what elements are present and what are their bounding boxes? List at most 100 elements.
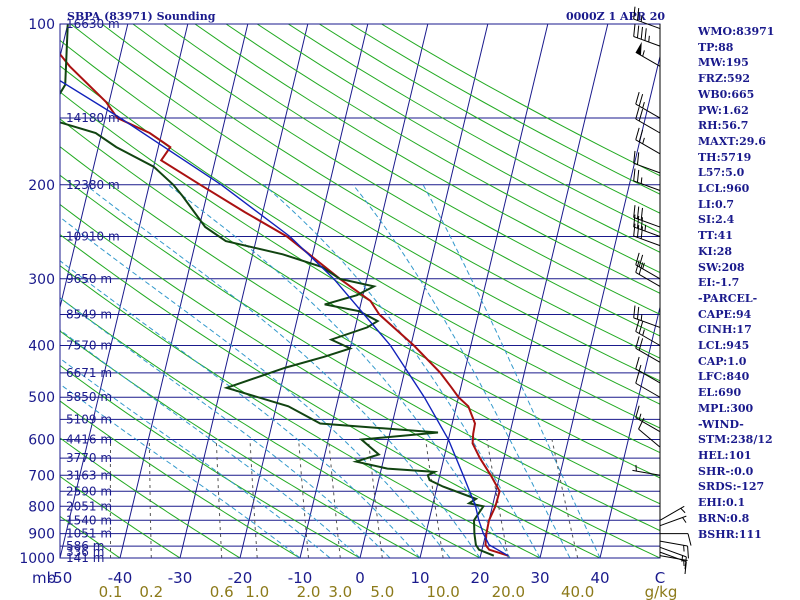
wind-barb-half-flag [642,329,645,336]
temperature-tick-label: -50 [48,569,73,587]
wind-barb [632,464,661,476]
dry-adiabat-line [163,24,660,315]
index-item: SI:2.4 [698,213,735,227]
pressure-tick-label: 1000 [19,551,55,567]
wind-barb [635,106,661,134]
wind-barb-flag [636,306,640,320]
wind-barb-half-flag [642,137,645,144]
dry-adiabat-line [60,400,301,558]
isotherm-line [419,24,549,558]
wind-barb-flag [638,129,644,142]
wind-barb-staff [635,417,661,433]
wind-barb-flag [638,417,645,430]
temperature-tick-label: 10 [410,569,429,587]
wind-barb-half-flag [642,101,645,109]
height-label: 9650 m [66,272,112,286]
wind-barb [635,92,661,119]
index-item: SHR-:0.0 [698,464,754,478]
wind-barb-staff [635,139,661,155]
dry-adiabat-line [60,174,660,532]
isotherm-line [60,24,129,310]
mixing-ratio-line [486,439,509,558]
mixing-ratio-line [148,439,152,558]
pressure-axis-unit: mb [32,569,56,587]
mixing-ratio-label: 40.0 [561,583,594,600]
wind-barb-staff [659,546,687,558]
moist-adiabat-line [85,184,481,558]
wind-barb-staff [635,264,661,280]
wind-barb-flag [638,321,644,334]
dry-adiabat-line [60,515,121,558]
index-item: EL:690 [698,386,742,400]
wind-barb-flag [635,356,640,370]
wind-barb-flag [636,225,640,238]
pressure-tick-label: 400 [28,339,55,355]
wind-barb-staff [659,505,685,521]
wind-barb [633,168,661,191]
wind-barb-flag [635,336,640,349]
height-label: 8549 m [66,308,112,322]
wind-barb-flag [640,226,643,239]
wind-barb-half-flag [648,35,650,43]
wind-barb-flag [638,94,644,107]
index-item: EI:-1.7 [698,276,740,290]
index-item: LCL:960 [698,182,750,196]
temperature-tick-label: -10 [288,569,313,587]
indices-panel: WMO:83971 TP:88 MW:195 FRZ:592 WB0:665 PW:1.6… [698,24,798,542]
wind-barb [660,533,692,546]
wind-barb-staff [635,347,661,363]
index-item: LCL:945 [698,339,750,353]
mixing-ratio-line [367,439,383,558]
wind-barb-staff [635,51,661,67]
temperature-tick-label: 40 [590,569,609,587]
wind-barb [638,417,661,448]
wind-barb-flag [636,169,640,183]
index-item: TT:41 [698,229,733,243]
parcel-profile-line [60,79,509,557]
dry-adiabat-line [60,65,660,429]
wind-barb [633,6,661,30]
dry-adiabat-line [60,39,660,405]
wind-barb-half-flag [638,413,642,420]
wind-barb-flag [635,127,640,140]
wind-barb-half-flag [682,517,687,523]
wind-barb-flag [633,205,636,218]
height-label: 2051 m [66,499,112,513]
wind-barb-staff [632,469,661,476]
mixing-ratio-label: 3.0 [328,583,352,600]
wind-barb-staff [633,162,661,174]
wind-barb-flag [636,215,640,229]
wind-barb-staff [659,540,688,547]
wind-barb [635,405,661,433]
wind-barb-flag [633,168,636,181]
index-item: SW:208 [698,260,745,274]
height-label: 14180 m [66,111,120,125]
dry-adiabat-line [256,24,660,253]
wind-barb-flag [638,338,644,351]
temperature-tick-label: -40 [108,569,133,587]
temperature-axis-unit: C [655,569,665,587]
dry-adiabat-line [132,24,660,337]
height-label: 7570 m [66,339,112,353]
index-item: TP:88 [698,40,734,54]
wind-barb-pennant [635,41,642,56]
isotherm-line [599,305,660,558]
height-label: 3163 m [66,468,112,482]
wind-barb [635,260,661,287]
wind-barb-flag [638,108,644,122]
height-label: 10910 m [66,229,120,243]
moist-adiabat-line [263,184,541,558]
wind-barb-half-flag [680,507,686,514]
wind-barb-half-flag [640,177,643,184]
index-item: PW:1.62 [698,103,749,117]
moist-adiabat-line [167,184,511,558]
wind-barb-staff [633,36,661,47]
wind-barb-flag [636,152,640,165]
wind-barb-half-flag [642,262,645,269]
index-item: RH:56.7 [698,119,749,133]
mixing-ratio-label: 2.0 [297,583,321,600]
dry-adiabat-line [60,297,481,558]
mixing-ratio-label: 5.0 [370,583,394,600]
